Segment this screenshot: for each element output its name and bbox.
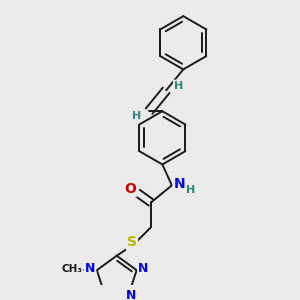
Text: N: N (138, 262, 148, 275)
Text: S: S (127, 236, 137, 249)
Text: H: H (174, 81, 183, 91)
Text: H: H (132, 111, 141, 121)
Text: O: O (124, 182, 136, 196)
Text: N: N (85, 262, 95, 275)
Text: N: N (174, 177, 185, 191)
Text: CH₃: CH₃ (61, 264, 82, 274)
Text: H: H (186, 185, 196, 195)
Text: N: N (126, 289, 136, 300)
